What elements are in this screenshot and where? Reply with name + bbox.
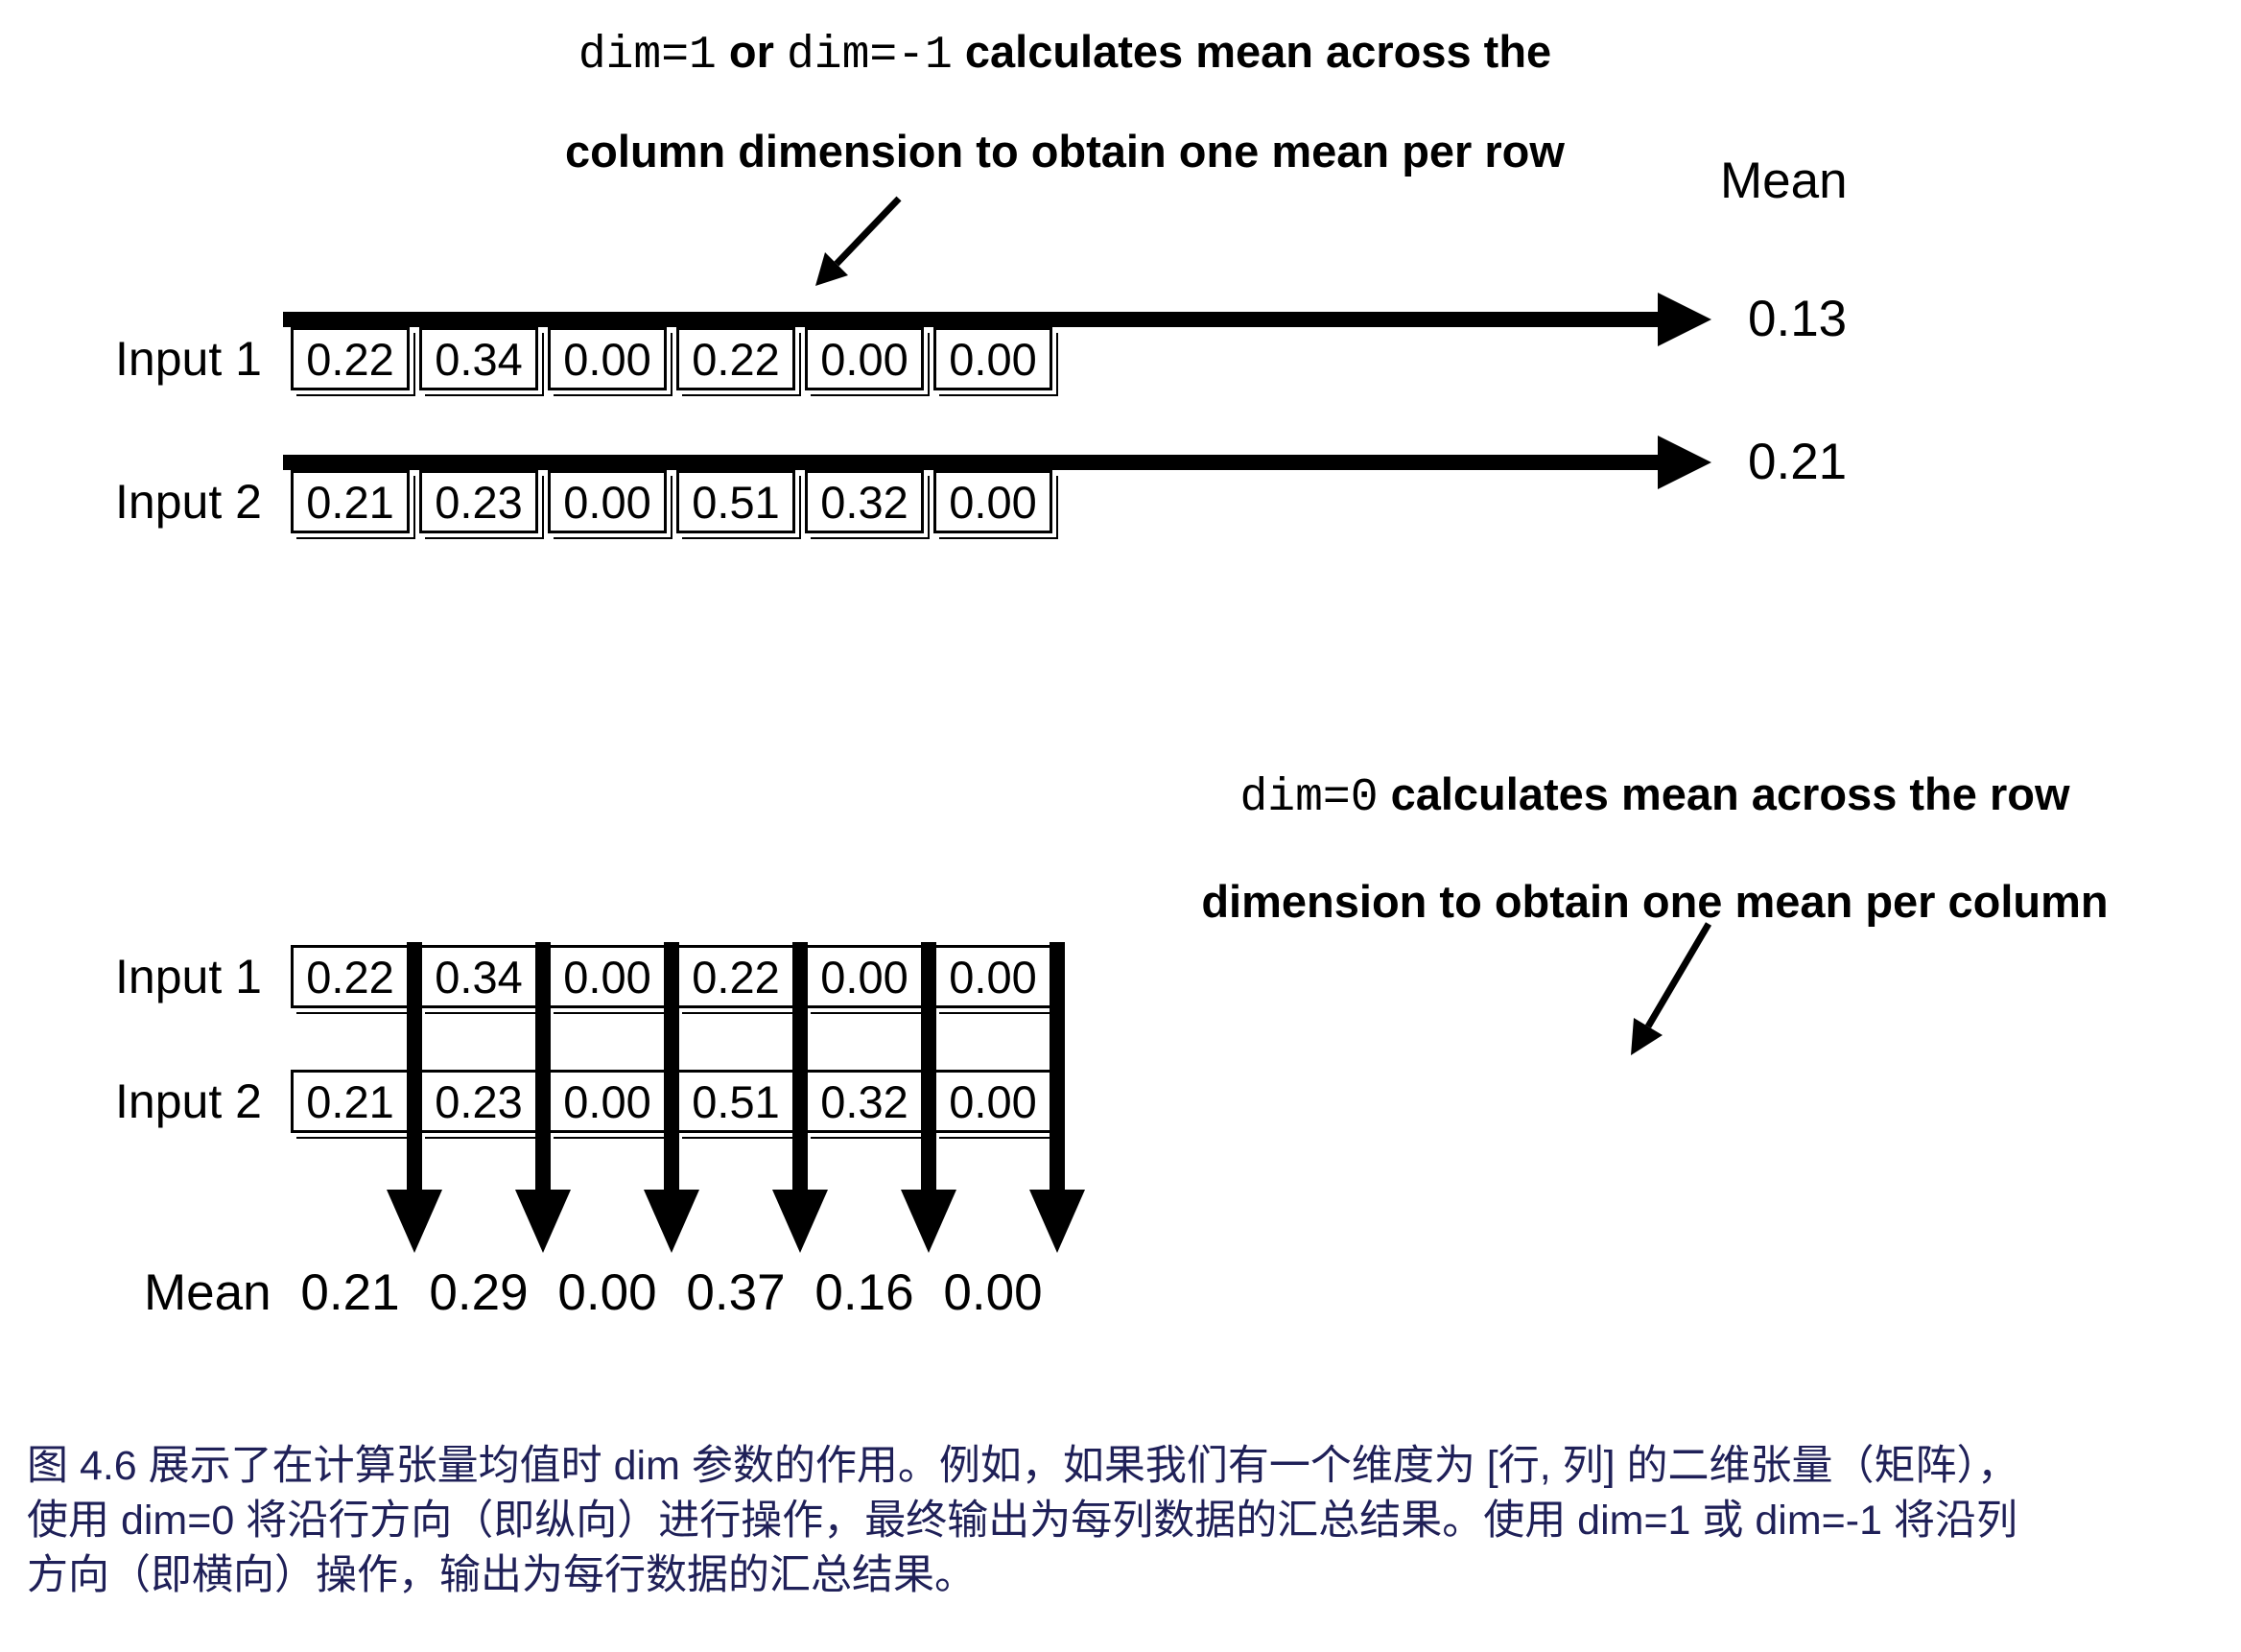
column-mean-arrow [792, 942, 808, 1190]
column-mean-arrow [407, 942, 422, 1190]
matrix-cell: 0.00 [933, 470, 1052, 533]
column-mean-arrowhead [1029, 1190, 1085, 1253]
matrix-cell: 0.00 [933, 327, 1052, 390]
dim1-annotation-line1: dim=1 or dim=-1 calculates mean across t… [432, 8, 1698, 107]
matrix-cell: 0.51 [676, 470, 795, 533]
dim1-annotation: dim=1 or dim=-1 calculates mean across t… [432, 8, 1698, 196]
matrix-cell: 0.00 [933, 1070, 1052, 1133]
figure-caption-line2: 使用 dim=0 将沿行方向（即纵向）进行操作，最终输出为每列数据的汇总结果。使… [27, 1498, 2017, 1544]
column-mean-value: 0.37 [686, 1264, 786, 1321]
column-mean-arrow [1050, 942, 1065, 1190]
column-mean-arrow [664, 942, 679, 1190]
column-mean-arrowhead [515, 1190, 571, 1253]
top-input2-label: Input 2 [115, 475, 262, 529]
row2-mean-value: 0.21 [1748, 434, 1848, 490]
matrix-cell: 0.22 [676, 945, 795, 1008]
column-mean-value: 0.00 [943, 1264, 1043, 1321]
matrix-cell: 0.22 [291, 945, 410, 1008]
top-input1-label: Input 1 [115, 332, 262, 386]
dim-neg1-code: dim=-1 [786, 30, 953, 82]
dim1-annotation-line2: column dimension to obtain one mean per … [565, 126, 1565, 177]
row1-mean-arrow [283, 312, 1658, 327]
matrix-cell: 0.00 [548, 327, 667, 390]
matrix-cell: 0.23 [419, 1070, 538, 1133]
row1-mean-arrowhead [1658, 293, 1711, 346]
matrix-cell: 0.00 [805, 327, 924, 390]
dim0-annotation: dim=0 calculates mean across the row dim… [1113, 746, 2197, 950]
matrix-cell: 0.22 [676, 327, 795, 390]
bottom-mean-label: Mean [144, 1264, 271, 1321]
row1-mean-value: 0.13 [1748, 291, 1848, 347]
dim0-annotation-line2: dimension to obtain one mean per column [1201, 876, 2109, 927]
dim1-code: dim=1 [578, 30, 717, 82]
matrix-cell: 0.51 [676, 1070, 795, 1133]
column-mean-arrowhead [901, 1190, 956, 1253]
column-mean-value: 0.00 [557, 1264, 657, 1321]
matrix-cell: 0.00 [933, 945, 1052, 1008]
column-mean-arrowhead [387, 1190, 442, 1253]
matrix-cell: 0.23 [419, 470, 538, 533]
column-mean-arrow [535, 942, 551, 1190]
matrix-cell: 0.32 [805, 470, 924, 533]
matrix-cell: 0.21 [291, 470, 410, 533]
matrix-cell: 0.34 [419, 945, 538, 1008]
dim1-annotation-tail: calculates mean across the [952, 26, 1552, 77]
matrix-cell: 0.00 [548, 945, 667, 1008]
bottom-input1-label: Input 1 [115, 950, 262, 1003]
matrix-cell: 0.21 [291, 1070, 410, 1133]
dim0-pointer-arrow [1631, 922, 1712, 1055]
column-mean-value: 0.21 [300, 1264, 400, 1321]
column-mean-arrowhead [644, 1190, 699, 1253]
dim0-code: dim=0 [1239, 772, 1379, 824]
figure-caption-line3: 方向（即横向）操作，输出为每行数据的汇总结果。 [27, 1552, 976, 1598]
dim0-annotation-line1: dim=0 calculates mean across the row [1113, 746, 2197, 854]
dim0-annotation-tail: calculates mean across the row [1378, 768, 2070, 819]
column-mean-arrowhead [772, 1190, 828, 1253]
row2-mean-arrow [283, 455, 1658, 470]
column-mean-value: 0.16 [814, 1264, 914, 1321]
matrix-cell: 0.32 [805, 1070, 924, 1133]
matrix-cell: 0.34 [419, 327, 538, 390]
matrix-cell: 0.00 [805, 945, 924, 1008]
matrix-cell: 0.22 [291, 327, 410, 390]
column-mean-arrow [921, 942, 936, 1190]
matrix-cell: 0.00 [548, 1070, 667, 1133]
figure-caption-line1: 图 4.6 展示了在计算张量均值时 dim 参数的作用。例如，如果我们有一个维度… [27, 1443, 2019, 1489]
bottom-input2-label: Input 2 [115, 1074, 262, 1128]
dim1-pointer-arrow [815, 196, 902, 286]
top-mean-header: Mean [1720, 153, 1848, 209]
column-mean-value: 0.29 [429, 1264, 529, 1321]
dim1-or-text: or [716, 26, 787, 77]
matrix-cell: 0.00 [548, 470, 667, 533]
row2-mean-arrowhead [1658, 436, 1711, 489]
